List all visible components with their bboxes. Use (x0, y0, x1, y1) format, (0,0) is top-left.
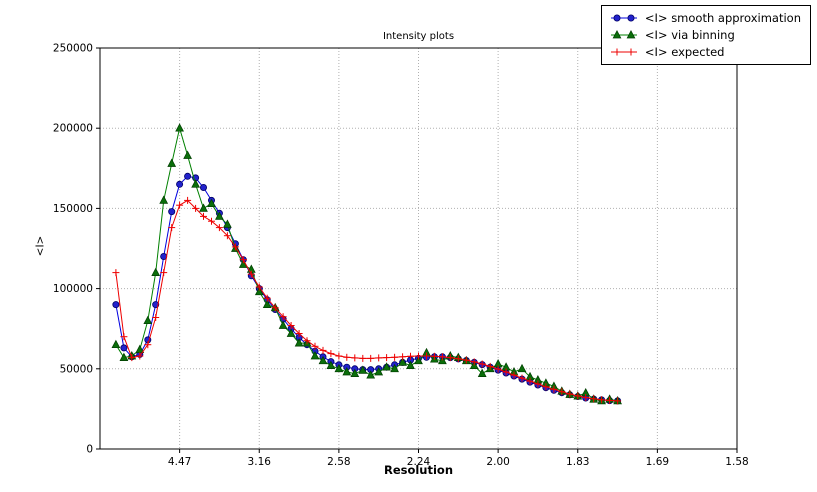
triangle-marker (119, 352, 129, 361)
y-tick-label: 250000 (53, 43, 93, 55)
triangle-marker (477, 368, 487, 377)
y-axis-label: <I> (34, 235, 47, 257)
series-line (115, 175, 618, 402)
triangle-marker (390, 363, 399, 373)
triangle-marker (254, 286, 264, 296)
legend-label: <I> expected (644, 45, 725, 59)
triangle-marker (612, 30, 622, 39)
circle-marker (120, 344, 128, 352)
y-tick-label: 0 (86, 444, 93, 456)
triangle-marker (294, 338, 304, 347)
circle-marker (176, 180, 184, 188)
x-tick-label: 2.00 (486, 456, 509, 468)
x-axis-label: Resolution (383, 463, 454, 477)
legend-marker-sample (610, 30, 637, 39)
triangle-marker (318, 355, 328, 365)
x-tick-label: 1.69 (646, 456, 669, 468)
triangle-marker (334, 363, 344, 373)
y-tick-label: 50000 (60, 363, 93, 375)
chart-title: Intensity plots (382, 31, 455, 42)
series-line (115, 128, 618, 402)
triangle-marker (191, 179, 200, 188)
x-tick-label: 1.58 (725, 456, 748, 468)
circle-marker (184, 172, 192, 180)
triangle-marker (262, 299, 272, 308)
triangle-marker (143, 315, 153, 325)
y-tick-label: 100000 (53, 283, 93, 295)
x-tick-label: 2.24 (407, 456, 431, 468)
legend: <I> smooth approximation <I> via binning <… (600, 5, 811, 65)
triangle-marker (310, 351, 320, 360)
triangle-marker (350, 368, 360, 377)
triangle-marker (215, 211, 224, 220)
triangle-marker (326, 360, 336, 369)
x-tick-label: 2.58 (327, 456, 350, 468)
triangle-marker (183, 150, 192, 159)
x-tick-label: 3.16 (248, 456, 272, 468)
circle-marker (199, 183, 207, 191)
series-line (115, 199, 618, 402)
legend-marker-sample (610, 48, 637, 56)
triangle-marker (167, 158, 177, 167)
triangle-marker (517, 363, 527, 373)
circle-marker (168, 208, 176, 216)
circle-marker (627, 14, 635, 22)
triangle-marker (358, 365, 368, 374)
legend-item-1: <I> via binning (609, 28, 801, 42)
triangle-marker (111, 339, 121, 349)
y-tick-label: 150000 (53, 203, 93, 215)
x-tick-label: 1.83 (566, 456, 589, 468)
triangle-marker (406, 360, 415, 369)
triangle-marker (151, 267, 161, 276)
y-tick-label: 200000 (53, 123, 93, 135)
triangle-marker (207, 198, 216, 207)
triangle-marker (342, 367, 352, 376)
triangle-marker (175, 123, 184, 132)
triangle-marker (199, 203, 208, 212)
circle-marker (112, 301, 120, 309)
triangle-marker (278, 320, 288, 329)
triangle-marker (159, 195, 169, 204)
legend-marker-sample (610, 14, 637, 22)
legend-item-0: <I> smooth approximation (609, 11, 801, 25)
triangle-marker (286, 328, 296, 337)
triangle-marker (223, 219, 232, 228)
triangle-marker (414, 355, 423, 365)
circle-marker (613, 14, 621, 22)
legend-label: <I> smooth approximation (644, 11, 801, 25)
triangle-marker (382, 362, 391, 371)
triangle-marker (366, 370, 376, 379)
triangle-marker (626, 30, 636, 39)
legend-item-2: <I> expected (609, 45, 801, 59)
legend-label: <I> via binning (644, 28, 735, 42)
triangle-marker (374, 367, 384, 376)
x-tick-label: 4.47 (168, 456, 191, 468)
triangle-marker (398, 357, 407, 366)
